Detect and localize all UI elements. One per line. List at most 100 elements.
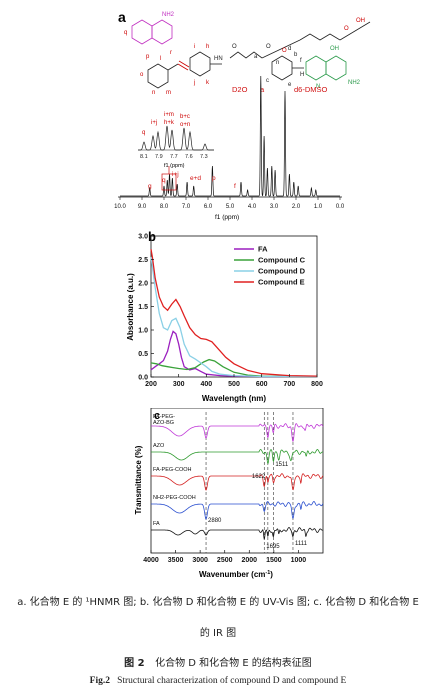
uv-x-tick-label: 800 xyxy=(311,381,323,388)
figure-title-text-cn: 化合物 D 和化合物 E 的结构表征图 xyxy=(155,658,312,669)
label-f: f xyxy=(300,58,302,64)
ir-series-label: FA-PEG-COOH xyxy=(153,467,192,473)
nmr-tick-label: 3.0 xyxy=(270,204,279,210)
ir-series-line xyxy=(151,473,324,491)
inset-tick: 8.1 xyxy=(140,154,148,160)
nmr-tick-label: 6.0 xyxy=(204,204,213,210)
label-o-left: o xyxy=(140,72,144,78)
figure-number-cn: 图 2 xyxy=(124,658,145,669)
uv-y-tick-label: 1.0 xyxy=(138,328,148,335)
inset-label-on: o+n xyxy=(180,122,190,128)
nmr-tick-label: 5.0 xyxy=(226,204,235,210)
chemical-structure xyxy=(131,19,371,89)
ir-annotation-label: 1622 xyxy=(252,474,266,480)
uv-y-tick-label: 0.5 xyxy=(138,351,148,358)
panel-a-nmr: a xyxy=(114,9,371,221)
label-e: e xyxy=(288,82,292,88)
inset-label-q: q xyxy=(142,130,145,136)
ir-series-group xyxy=(151,423,324,540)
ir-series-labels: FA-PEG-AZO-BG AZO FA-PEG-COOH NH2-PEG-COOH F… xyxy=(153,414,196,527)
uv-y-tick-label: 2.0 xyxy=(138,281,148,288)
ir-series-line xyxy=(151,501,324,520)
label-h: h xyxy=(206,44,209,50)
ir-x-tick-label: 3500 xyxy=(168,557,184,564)
nmr-tick-label: 1.0 xyxy=(314,204,323,210)
nmr-spectrum xyxy=(120,75,340,197)
label-a: a xyxy=(254,54,258,60)
nmr-tick-label: 0.0 xyxy=(336,204,345,210)
label-o4: O xyxy=(282,48,287,54)
label-subscript-n: n xyxy=(276,60,279,66)
caption-line-2: 的 IR 图 xyxy=(199,628,237,639)
ir-x-ticks: 4000 3500 3000 2500 2000 1500 1000 xyxy=(143,550,306,564)
uv-xlabel: Wavelength (nm) xyxy=(202,394,266,403)
peak-label-p: p xyxy=(212,175,216,182)
uv-y-ticks: 0.0 0.5 1.0 1.5 2.0 2.5 3.0 xyxy=(138,234,154,382)
peak-label-ed: e+d xyxy=(190,175,201,182)
label-oh-acid: OH xyxy=(356,18,365,24)
nmr-tick-label: 9.0 xyxy=(138,204,147,210)
label-n: N xyxy=(316,84,320,90)
nmr-xlabel: f1 (ppm) xyxy=(215,214,239,221)
ir-ylabel: Transmittance (%) xyxy=(134,445,143,514)
inset-label-bc: b+c xyxy=(180,114,190,120)
label-q: q xyxy=(124,30,127,36)
label-m: m xyxy=(166,90,171,96)
uv-y-tick-label: 0.0 xyxy=(138,375,148,382)
caption-line-1: a. 化合物 E 的 ¹HNMR 图; b. 化合物 D 和化合物 E 的 UV… xyxy=(17,597,419,608)
label-j: j xyxy=(193,80,195,86)
nmr-tick-label: 10.0 xyxy=(114,204,126,210)
ir-x-tick-label: 3000 xyxy=(192,557,208,564)
peak-label-f: f xyxy=(234,183,236,190)
uv-series-line xyxy=(150,330,317,378)
uv-x-tick-label: 600 xyxy=(256,381,268,388)
ir-series-line xyxy=(151,423,324,442)
solvent-d2o: D2O xyxy=(232,85,248,94)
label-d: d xyxy=(288,46,291,52)
label-p: p xyxy=(146,54,150,60)
label-nh2-top: NH2 xyxy=(162,12,175,18)
ir-x-tick-label: 2500 xyxy=(217,557,233,564)
label-oh-pterin: OH xyxy=(330,46,339,52)
figure-number-en: Fig.2 xyxy=(89,676,110,686)
uv-legend: FA Compound C Compound D Compound E xyxy=(234,245,306,287)
inset-tick: 7.6 xyxy=(185,154,193,160)
panel-c-letter: c xyxy=(154,410,160,422)
label-r: r xyxy=(170,50,172,56)
ir-series-label: NH2-PEG-COOH xyxy=(153,495,196,501)
ir-xlabel: Wavenumber (cm-1) xyxy=(199,570,273,579)
nmr-tick-label: 2.0 xyxy=(292,204,301,210)
ir-series-line xyxy=(151,449,324,464)
label-c: c xyxy=(266,78,269,84)
uv-x-tick-label: 200 xyxy=(145,381,157,388)
label-h: H xyxy=(300,72,304,78)
uv-x-tick-label: 300 xyxy=(173,381,185,388)
ir-x-tick-label: 2000 xyxy=(241,557,257,564)
inset-tick: 7.9 xyxy=(155,154,163,160)
uv-legend-label: FA xyxy=(258,245,268,254)
uv-series-group xyxy=(150,249,318,378)
ir-x-tick-label: 4000 xyxy=(143,557,159,564)
label-b: b xyxy=(294,52,298,58)
ir-annotation-label: 1511 xyxy=(275,462,289,468)
ir-annotation-label: 1695 xyxy=(266,544,280,550)
label-k: k xyxy=(206,80,210,86)
peak-label-g: g xyxy=(148,183,152,190)
uv-y-tick-label: 3.0 xyxy=(138,234,148,241)
peak-label-q: q xyxy=(162,177,166,184)
uv-ylabel: Absorbance (a.u.) xyxy=(126,273,135,341)
uv-legend-label: Compound D xyxy=(258,267,306,276)
uv-legend-label: Compound C xyxy=(258,256,306,265)
inset-label-hk: h+k xyxy=(164,120,175,126)
ir-plot-frame xyxy=(150,408,324,554)
panel-b-uvvis: b 200 300 400 500 600 700 800 0.0 0.5 1.0 1.5 2.0 2… xyxy=(126,229,323,403)
nmr-x-ticks: 10.0 9.0 8.0 7.0 6.0 5.0 4.0 3.0 2.0 1.0 0.0 xyxy=(114,197,345,210)
ir-reference-lines xyxy=(205,412,294,553)
uv-y-tick-label: 1.5 xyxy=(138,304,148,311)
panel-b-letter: b xyxy=(148,229,156,244)
figure-title-cn: 图 2 化合物 D 和化合物 E 的结构表征图 xyxy=(0,654,436,669)
label-hn: HN xyxy=(214,56,223,62)
ir-series-line xyxy=(151,527,324,540)
label-o2: O xyxy=(266,44,271,50)
